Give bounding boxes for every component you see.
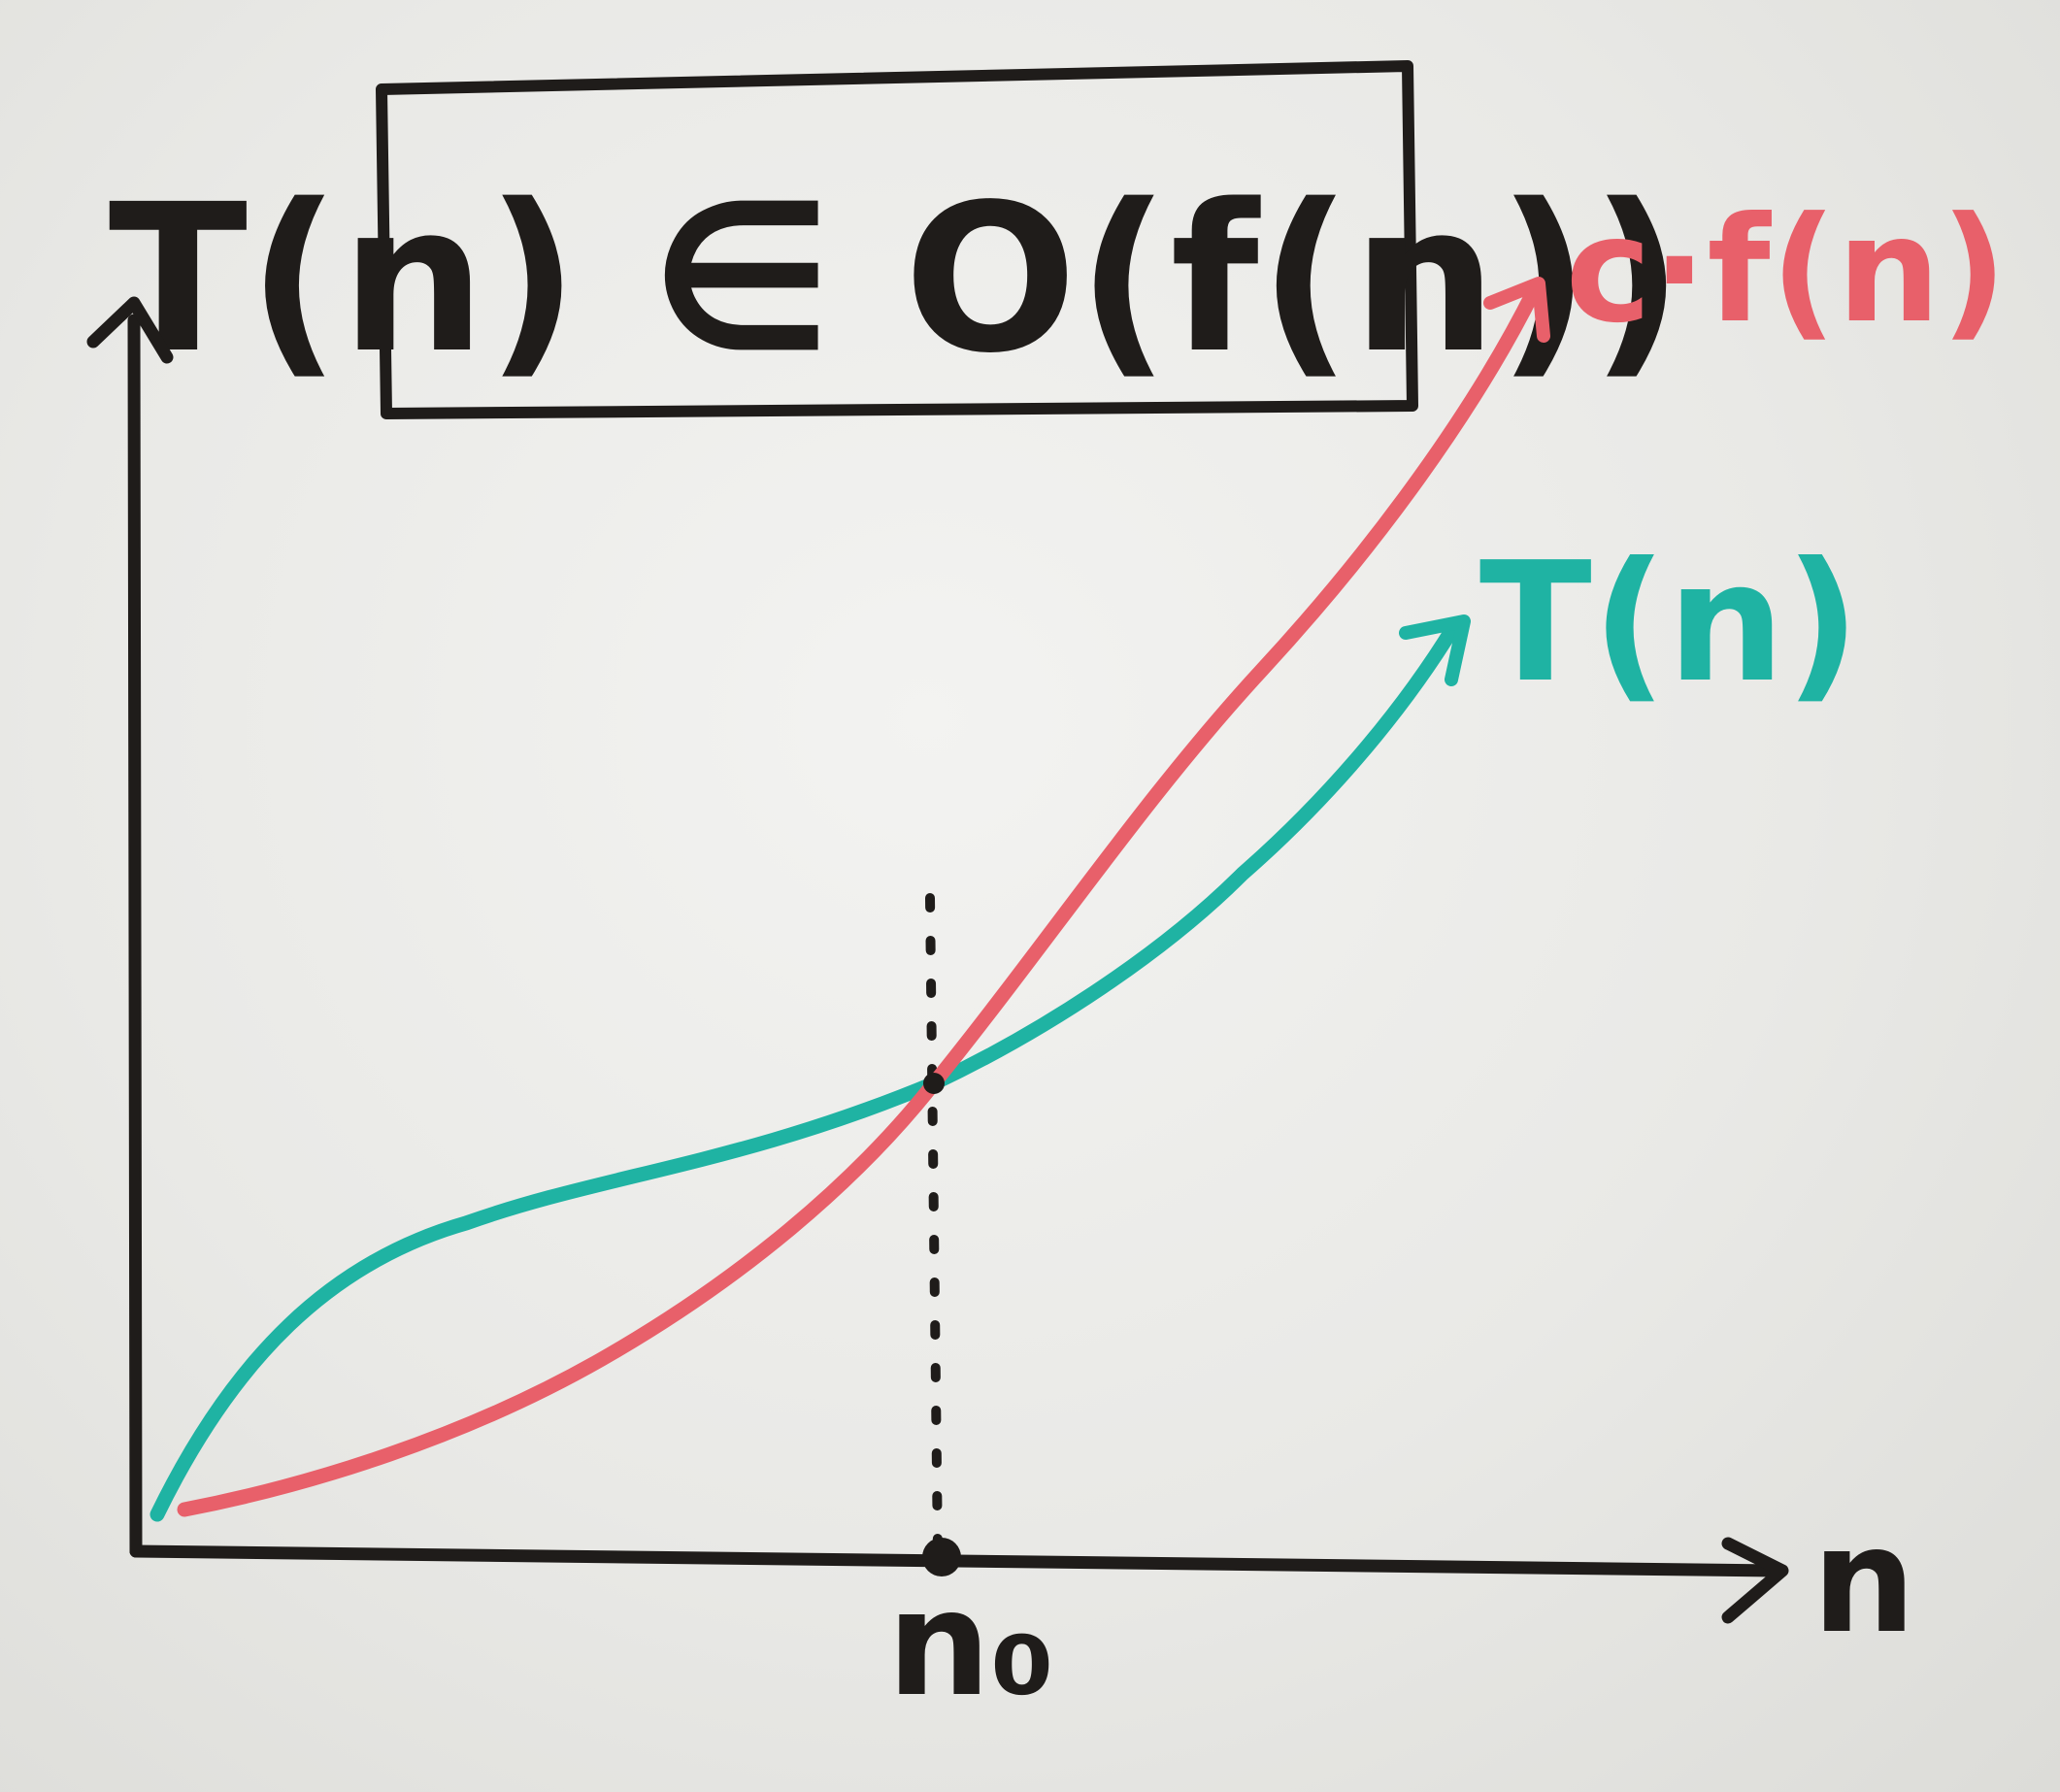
y-axis-arrowhead-icon xyxy=(86,296,174,364)
threshold-dotted-line xyxy=(925,893,943,1558)
x-axis-label: n xyxy=(1812,1497,1916,1666)
threshold-axis-dot xyxy=(922,1538,961,1576)
lower-curve-series: T(n) xyxy=(150,527,1860,1522)
threshold-label: n₀ xyxy=(887,1560,1055,1729)
title-formula: T(n) ∈ O(f(n)) xyxy=(109,160,1683,398)
lower-curve-line xyxy=(150,618,1462,1522)
threshold-marker: n₀ xyxy=(887,893,1055,1729)
upper-curve-arrowhead-icon xyxy=(1483,277,1550,343)
intersection-dot xyxy=(923,1073,945,1094)
upper-curve-line xyxy=(177,283,1542,1517)
lower-curve-label: T(n) xyxy=(1479,527,1860,719)
lower-curve-arrowhead-icon xyxy=(1399,614,1471,686)
x-axis-arrowhead-icon xyxy=(1721,1537,1789,1624)
upper-curve-label: c·f(n) xyxy=(1565,186,2007,355)
title-box: T(n) ∈ O(f(n)) xyxy=(109,60,1683,419)
y-axis xyxy=(127,314,143,1558)
